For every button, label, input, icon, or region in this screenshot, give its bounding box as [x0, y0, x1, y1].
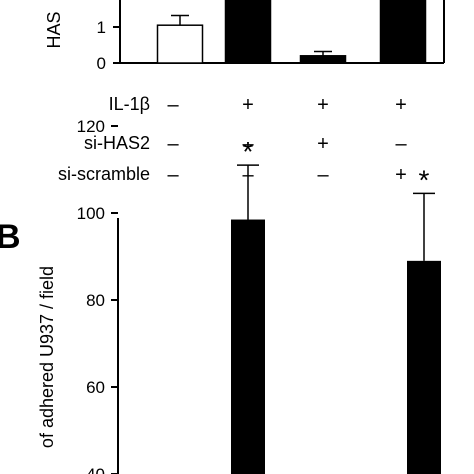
condition-symbol: – [167, 164, 179, 186]
panel-b-bar [407, 260, 441, 474]
condition-symbol: + [242, 94, 254, 116]
condition-symbol: – [242, 133, 254, 155]
condition-label: si-scramble [58, 164, 150, 184]
condition-symbol: – [317, 164, 329, 186]
condition-symbol: – [167, 133, 179, 155]
panel-a-bar [299, 55, 347, 64]
significance-star: * [419, 164, 430, 195]
condition-symbol: + [317, 133, 329, 155]
panel-b-y-tick-label: 40 [86, 465, 105, 474]
condition-symbol: – [167, 94, 179, 116]
panel-b-y-tick-label: 60 [86, 378, 105, 397]
panel-b-ylabel: of adhered U937 / field [37, 266, 57, 448]
panel-a-y-ticks: 01 [97, 18, 120, 73]
condition-symbol: + [395, 164, 407, 186]
panel-a-y-tick-label: 1 [97, 18, 106, 37]
panel-a-y-tick-label: 0 [97, 54, 106, 73]
panel-a-conditions: IL-1β–+++si-HAS2––+–si-scramble–––+ [58, 94, 407, 186]
condition-symbol: + [395, 94, 407, 116]
panel-a-bar [379, 0, 427, 64]
condition-symbol: + [317, 94, 329, 116]
panel-a-bar [156, 24, 204, 64]
panel-b-y-tick-label: 120 [77, 117, 105, 136]
condition-symbol: – [395, 133, 407, 155]
panel-b-bars: ** [231, 136, 441, 474]
panel-b-y-tick-label: 80 [86, 291, 105, 310]
panel-b: B of adhered U937 / field 40 60 80 100 120 *… [0, 117, 441, 474]
panel-b-y-ticks: 40 60 80 100 120 [77, 117, 118, 474]
condition-label: IL-1β [109, 94, 150, 114]
panel-b-letter: B [0, 218, 21, 256]
panel-a: HAS 01 IL-1β – + + +si-HAS2– – + –si-scramble – –… [44, 0, 445, 186]
panel-a-bars [156, 0, 427, 64]
panel-a-ylabel: HAS [44, 11, 64, 48]
panel-a-bar [224, 0, 272, 64]
condition-label: si-HAS2 [84, 133, 150, 153]
panel-b-bar [231, 219, 265, 474]
significance-star: * [243, 136, 254, 167]
panel-b-y-tick-label: 100 [77, 204, 105, 223]
